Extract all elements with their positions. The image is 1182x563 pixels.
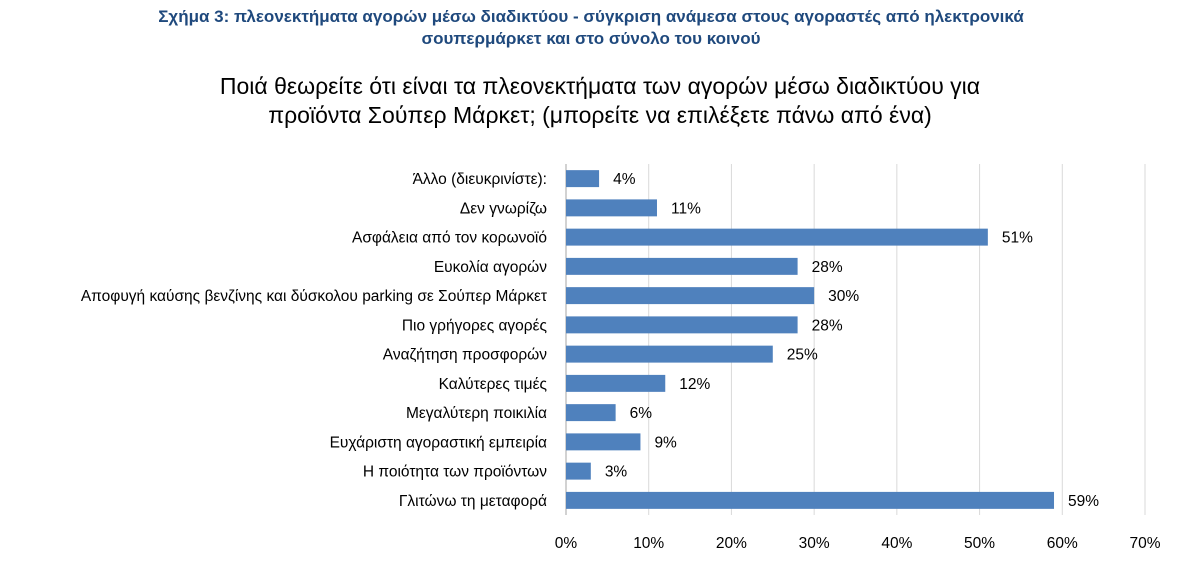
category-label: Ευκολία αγορών — [434, 259, 547, 276]
category-label: Ασφάλεια από τον κορωνοϊό — [352, 230, 547, 247]
category-label: Η ποιότητα των προϊόντων — [363, 464, 547, 481]
category-label: Ευχάριστη αγοραστική εμπειρία — [330, 434, 547, 451]
x-tick-label: 70% — [1129, 535, 1160, 552]
data-label: 3% — [605, 464, 628, 481]
data-label: 25% — [787, 347, 818, 364]
bar — [566, 257, 798, 275]
x-tick-label: 10% — [633, 535, 664, 552]
category-label: Γλιτώνω τη μεταφορά — [399, 493, 547, 510]
bar — [566, 199, 657, 217]
data-label: 30% — [828, 288, 859, 305]
chart-title: Ποιά θεωρείτε ότι είναι τα πλεονεκτήματα… — [0, 72, 1182, 130]
figure-caption: Σχήμα 3: πλεονεκτήματα αγορών μέσω διαδι… — [0, 6, 1182, 50]
figure-caption-line-2: σουπερμάρκετ και στο σύνολο του κοινού — [421, 29, 761, 48]
data-label: 4% — [613, 171, 636, 188]
bar — [566, 374, 666, 392]
data-label: 28% — [812, 317, 843, 334]
data-label: 28% — [812, 259, 843, 276]
category-label: Άλλο (διευκρινίστε): — [413, 171, 547, 188]
category-label: Καλύτερες τιμές — [439, 376, 547, 393]
data-label: 6% — [630, 405, 653, 422]
value-labels: 4% 11% 51% 28% 30% 28% 25% 12% 6%9% 3% 59% — [605, 171, 1099, 510]
bar — [566, 433, 641, 451]
data-label: 12% — [679, 376, 710, 393]
chart-title-line-1: Ποιά θεωρείτε ότι είναι τα πλεονεκτήματα… — [219, 73, 981, 99]
x-tick-label: 30% — [799, 535, 830, 552]
category-label: Αναζήτηση προσφορών — [383, 347, 547, 364]
data-label: 51% — [1002, 230, 1033, 247]
bars — [566, 170, 1055, 509]
bar — [566, 170, 600, 188]
data-label: 9% — [654, 434, 677, 451]
x-tick-label: 60% — [1047, 535, 1078, 552]
category-labels: Άλλο (διευκρινίστε): Δεν γνωρίζω Ασφάλεια … — [81, 171, 547, 510]
category-label: Δεν γνωρίζω — [460, 200, 547, 217]
figure-caption-line-1: Σχήμα 3: πλεονεκτήματα αγορών μέσω διαδι… — [158, 7, 1024, 26]
category-label: Πιο γρήγορες αγορές — [402, 317, 547, 334]
x-tick-label: 0% — [555, 535, 578, 552]
data-label: 11% — [671, 200, 701, 217]
bar — [566, 228, 988, 246]
bar — [566, 491, 1055, 509]
category-label: Μεγαλύτερη ποικιλία — [406, 405, 547, 422]
x-tick-label: 50% — [964, 535, 995, 552]
bar — [566, 404, 616, 422]
data-label: 59% — [1068, 493, 1099, 510]
x-axis-tick-labels: 0% 10% 20% 30% 40% 50% 60% 70% — [555, 535, 1161, 552]
bar — [566, 462, 591, 480]
chart-title-line-2: προϊόντα Σούπερ Μάρκετ; (μπορείτε να επι… — [268, 102, 932, 128]
bar — [566, 316, 798, 334]
bar — [566, 287, 815, 305]
grid-lines — [565, 164, 1146, 515]
x-tick-label: 20% — [716, 535, 747, 552]
bar — [566, 345, 773, 363]
category-label: Αποφυγή καύσης βενζίνης και δύσκολου par… — [81, 288, 547, 305]
x-tick-label: 40% — [881, 535, 912, 552]
